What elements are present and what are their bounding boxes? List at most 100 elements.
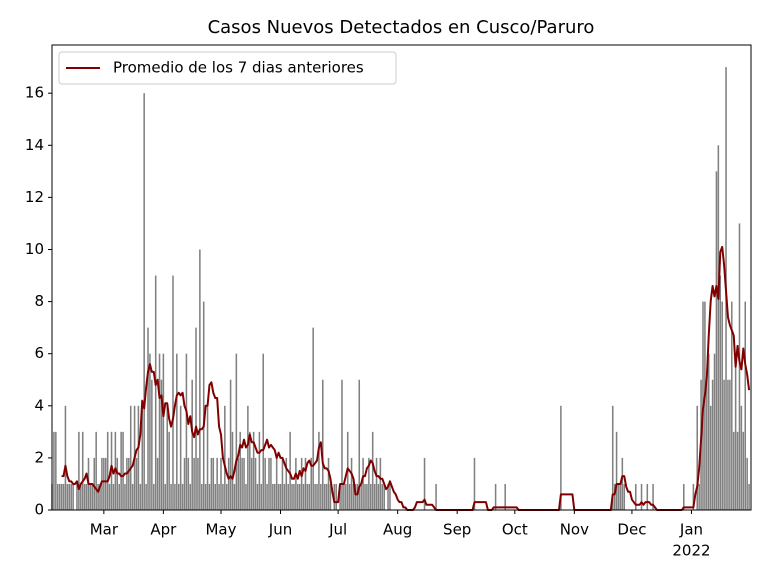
bar <box>345 483 347 510</box>
bar <box>129 405 132 510</box>
bar <box>368 457 370 510</box>
bar <box>373 483 376 510</box>
bar <box>66 483 69 510</box>
bar <box>249 431 251 510</box>
bar <box>371 431 374 510</box>
bar <box>93 457 96 510</box>
bar <box>383 483 385 510</box>
bar <box>231 431 234 510</box>
bar <box>62 483 65 510</box>
bar <box>245 483 247 510</box>
bar <box>58 483 61 510</box>
bar <box>158 353 161 510</box>
bar <box>199 249 201 511</box>
bar <box>272 483 274 510</box>
bar <box>698 483 700 510</box>
bar <box>225 483 228 510</box>
y-tick-label: 8 <box>34 292 44 310</box>
bar <box>742 431 745 510</box>
bar <box>335 483 337 510</box>
bar <box>185 353 188 510</box>
bar <box>170 483 172 510</box>
bar <box>621 457 624 510</box>
bar <box>176 353 178 510</box>
bar <box>358 379 361 510</box>
bar <box>235 353 238 510</box>
bar <box>56 483 59 510</box>
bar <box>160 379 163 510</box>
x-tick-label: Jan <box>679 521 703 539</box>
bar <box>339 483 341 510</box>
bar <box>473 457 476 510</box>
bar <box>295 457 297 510</box>
bar <box>212 457 215 510</box>
bar <box>237 457 240 510</box>
bar <box>116 457 119 510</box>
bar <box>191 379 193 510</box>
bar <box>707 353 710 510</box>
bar <box>325 483 328 510</box>
bar <box>210 457 213 510</box>
bar <box>281 457 284 510</box>
bar <box>377 483 380 510</box>
bar <box>318 431 320 510</box>
bar <box>202 301 205 510</box>
bar <box>266 483 268 510</box>
bar <box>354 483 357 510</box>
bar <box>713 353 716 510</box>
bar <box>706 379 708 510</box>
bar <box>124 483 126 510</box>
y-tick-label: 14 <box>25 136 44 154</box>
bar <box>143 93 145 511</box>
bar <box>76 483 78 510</box>
bar <box>381 483 384 510</box>
bar <box>435 483 437 510</box>
y-tick-label: 10 <box>25 240 44 258</box>
plot-area <box>51 67 751 511</box>
bar <box>145 483 147 510</box>
bar <box>80 483 82 510</box>
bar <box>118 483 120 510</box>
bar <box>264 457 266 510</box>
bar <box>375 457 378 510</box>
bar <box>229 379 232 510</box>
bar <box>366 483 368 510</box>
bar <box>619 483 622 510</box>
bar <box>617 483 620 510</box>
bar <box>85 483 88 510</box>
bar <box>300 457 303 510</box>
bar <box>423 457 426 510</box>
bar <box>139 483 142 510</box>
bar <box>81 431 84 510</box>
bar <box>291 483 293 510</box>
bar <box>216 457 218 510</box>
bar <box>387 483 389 510</box>
bar <box>149 353 151 510</box>
bar <box>748 483 750 510</box>
bar <box>494 483 497 510</box>
bar <box>103 457 105 510</box>
bar <box>740 405 743 510</box>
bar <box>239 431 241 510</box>
bar <box>55 431 57 510</box>
bar <box>310 457 313 510</box>
x-tick-label: Jun <box>268 521 292 539</box>
x-tick-label: Sep <box>443 521 471 539</box>
bar <box>233 483 236 510</box>
bar <box>208 483 211 510</box>
bar <box>262 353 265 510</box>
bar <box>206 405 209 510</box>
bar <box>635 483 637 510</box>
bar <box>195 327 197 510</box>
bar <box>709 405 712 510</box>
bar <box>112 483 115 510</box>
bar <box>732 431 735 510</box>
bar <box>260 483 263 510</box>
x-year-label: 2022 <box>672 542 710 560</box>
bar <box>256 483 259 510</box>
bar <box>78 431 80 510</box>
bar <box>154 275 157 510</box>
bar <box>168 431 170 510</box>
bar <box>166 405 168 510</box>
